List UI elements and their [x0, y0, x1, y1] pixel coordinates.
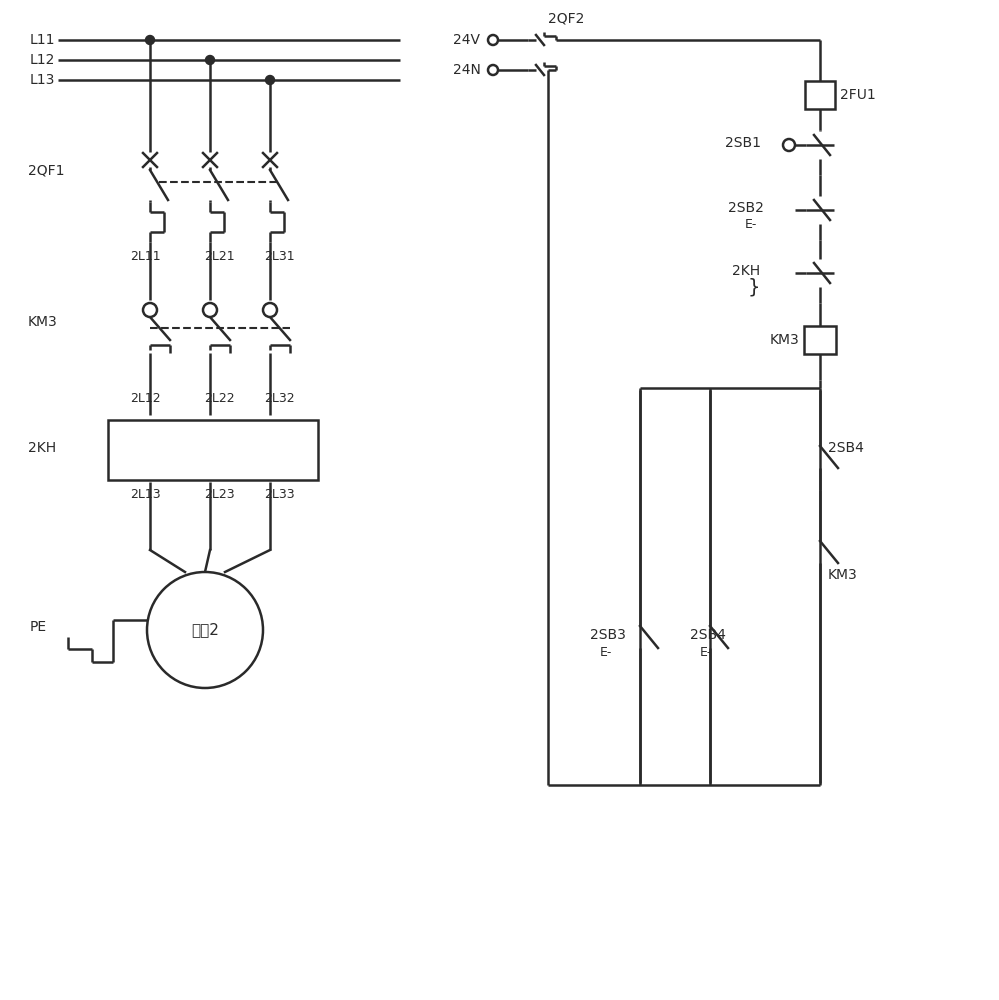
Text: 2KH: 2KH: [732, 264, 760, 278]
Circle shape: [488, 35, 498, 45]
Text: 电机2: 电机2: [191, 622, 219, 638]
Text: 2KH: 2KH: [28, 441, 56, 455]
Circle shape: [146, 35, 155, 44]
Text: KM3: KM3: [28, 316, 58, 330]
Text: 2SB4: 2SB4: [828, 441, 864, 455]
Circle shape: [147, 572, 263, 688]
Circle shape: [783, 139, 795, 151]
Text: 2SB4: 2SB4: [690, 628, 726, 642]
Text: 2L11: 2L11: [130, 249, 161, 262]
Text: 2L12: 2L12: [130, 391, 161, 404]
Text: 24V: 24V: [453, 33, 480, 47]
Text: E-: E-: [700, 646, 712, 658]
Text: KM3: KM3: [770, 333, 800, 347]
Text: 2L23: 2L23: [204, 488, 235, 500]
Text: 2L33: 2L33: [264, 488, 295, 500]
Bar: [108, 420, 318, 480]
Text: 2SB3: 2SB3: [590, 628, 626, 642]
Text: 2L32: 2L32: [264, 391, 295, 404]
Text: PE: PE: [30, 620, 47, 634]
Text: E-: E-: [745, 218, 757, 231]
Text: L11: L11: [30, 33, 56, 47]
Circle shape: [206, 55, 215, 64]
Text: }: }: [748, 277, 760, 296]
Text: KM3: KM3: [828, 568, 858, 582]
Text: 2SB1: 2SB1: [725, 136, 761, 150]
Text: E-: E-: [600, 646, 612, 658]
Circle shape: [263, 303, 277, 317]
Bar: [804, 326, 836, 354]
Text: 2L13: 2L13: [130, 488, 161, 500]
Text: 2L31: 2L31: [264, 249, 295, 262]
Text: 2QF1: 2QF1: [28, 163, 65, 177]
Text: L12: L12: [30, 53, 55, 67]
Circle shape: [203, 303, 217, 317]
Text: 2FU1: 2FU1: [840, 88, 876, 102]
Circle shape: [266, 76, 275, 85]
Text: 2SB2: 2SB2: [728, 201, 764, 215]
Text: 2L22: 2L22: [204, 391, 235, 404]
Text: 2L21: 2L21: [204, 249, 235, 262]
Bar: [805, 81, 835, 109]
Circle shape: [143, 303, 157, 317]
Circle shape: [488, 65, 498, 75]
Text: 2QF2: 2QF2: [548, 11, 584, 25]
Text: L13: L13: [30, 73, 55, 87]
Text: 24N: 24N: [453, 63, 481, 77]
